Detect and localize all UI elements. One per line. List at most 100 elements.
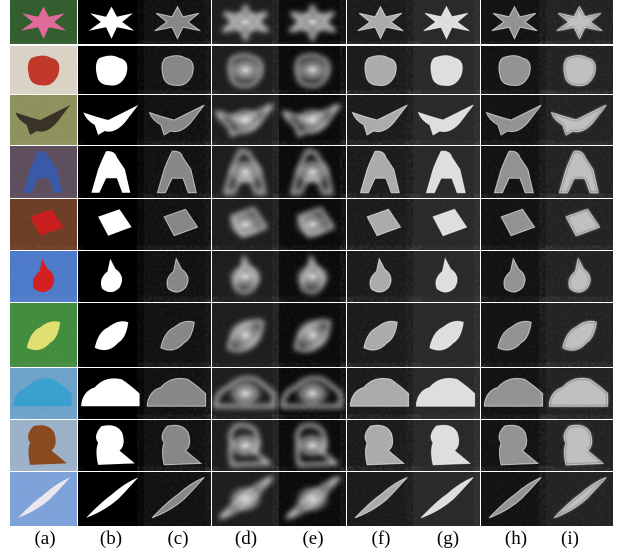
cell-butterfly-on-flower-d <box>212 303 279 367</box>
cell-child-e <box>279 146 346 198</box>
cell-blue-car-e <box>279 368 346 419</box>
cell-red-card-a <box>10 199 77 250</box>
caption-e: (e) <box>302 528 324 549</box>
caption-b: (b) <box>99 528 123 549</box>
caption-h: (h) <box>504 528 528 549</box>
cell-duck-a <box>10 95 77 145</box>
cell-blue-car-c <box>144 368 211 419</box>
cell-puppy-g <box>413 420 480 471</box>
caption-f: (f) <box>371 528 391 549</box>
cell-duck-b <box>78 95 145 145</box>
cell-red-card-c <box>144 199 211 250</box>
cell-butterfly-on-flower-g <box>413 303 480 367</box>
caption-i: (i) <box>561 528 579 549</box>
cell-water-lily-b <box>78 0 145 44</box>
cell-red-card-h <box>481 199 548 250</box>
cell-butterfly-on-flower-i <box>546 303 613 367</box>
cell-red-toy-c <box>144 251 211 302</box>
cell-puppy-i <box>546 420 613 471</box>
cell-child-c <box>144 146 211 198</box>
cell-child-f <box>347 146 414 198</box>
column-captions: (a) (b) (c) (d) (e) (f) (g) (h) (i) <box>0 528 624 554</box>
cell-red-card-i <box>546 199 613 250</box>
cell-child-b <box>78 146 145 198</box>
cell-puppy-a <box>10 420 77 471</box>
cell-apple-b <box>78 46 145 94</box>
cell-red-card-b <box>78 199 145 250</box>
cell-child-i <box>546 146 613 198</box>
cell-duck-g <box>413 95 480 145</box>
cell-water-lily-d <box>212 0 279 44</box>
cell-apple-f <box>347 46 414 94</box>
cell-duck-c <box>144 95 211 145</box>
cell-water-lily-c <box>144 0 211 44</box>
cell-water-lily-g <box>413 0 480 44</box>
cell-water-lily-e <box>279 0 346 44</box>
cell-puppy-h <box>481 420 548 471</box>
cell-red-toy-i <box>546 251 613 302</box>
cell-butterfly-on-flower-a <box>10 303 77 367</box>
caption-g: (g) <box>436 528 460 549</box>
cell-apple-g <box>413 46 480 94</box>
cell-seagull-i <box>546 472 613 526</box>
cell-apple-h <box>481 46 548 94</box>
cell-blue-car-d <box>212 368 279 419</box>
cell-water-lily-f <box>347 0 414 44</box>
cell-seagull-g <box>413 472 480 526</box>
cell-red-toy-a <box>10 251 77 302</box>
cell-puppy-b <box>78 420 145 471</box>
cell-child-g <box>413 146 480 198</box>
cell-apple-c <box>144 46 211 94</box>
cell-duck-d <box>212 95 279 145</box>
cell-seagull-c <box>144 472 211 526</box>
cell-seagull-h <box>481 472 548 526</box>
cell-seagull-f <box>347 472 414 526</box>
cell-child-h <box>481 146 548 198</box>
cell-blue-car-a <box>10 368 77 419</box>
cell-puppy-d <box>212 420 279 471</box>
cell-duck-e <box>279 95 346 145</box>
cell-butterfly-on-flower-b <box>78 303 145 367</box>
cell-seagull-e <box>279 472 346 526</box>
cell-apple-e <box>279 46 346 94</box>
cell-blue-car-f <box>347 368 414 419</box>
cell-red-card-f <box>347 199 414 250</box>
cell-puppy-c <box>144 420 211 471</box>
cell-child-a <box>10 146 77 198</box>
caption-d: (d) <box>234 528 258 549</box>
cell-blue-car-g <box>413 368 480 419</box>
cell-red-toy-b <box>78 251 145 302</box>
cell-seagull-d <box>212 472 279 526</box>
cell-red-toy-d <box>212 251 279 302</box>
cell-blue-car-i <box>546 368 613 419</box>
cell-butterfly-on-flower-c <box>144 303 211 367</box>
cell-blue-car-b <box>78 368 145 419</box>
cell-apple-i <box>546 46 613 94</box>
cell-water-lily-h <box>481 0 548 44</box>
cell-blue-car-h <box>481 368 548 419</box>
cell-apple-d <box>212 46 279 94</box>
cell-seagull-a <box>10 472 77 526</box>
cell-red-card-e <box>279 199 346 250</box>
caption-a: (a) <box>34 528 56 549</box>
cell-duck-i <box>546 95 613 145</box>
cell-red-toy-f <box>347 251 414 302</box>
cell-duck-h <box>481 95 548 145</box>
cell-red-card-g <box>413 199 480 250</box>
cell-red-toy-g <box>413 251 480 302</box>
cell-child-d <box>212 146 279 198</box>
cell-apple-a <box>10 46 77 94</box>
cell-puppy-e <box>279 420 346 471</box>
cell-red-card-d <box>212 199 279 250</box>
cell-butterfly-on-flower-h <box>481 303 548 367</box>
cell-duck-f <box>347 95 414 145</box>
cell-butterfly-on-flower-f <box>347 303 414 367</box>
cell-water-lily-a <box>10 0 77 44</box>
cell-water-lily-i <box>546 0 613 44</box>
caption-c: (c) <box>167 528 189 549</box>
cell-puppy-f <box>347 420 414 471</box>
cell-red-toy-h <box>481 251 548 302</box>
cell-red-toy-e <box>279 251 346 302</box>
cell-butterfly-on-flower-e <box>279 303 346 367</box>
